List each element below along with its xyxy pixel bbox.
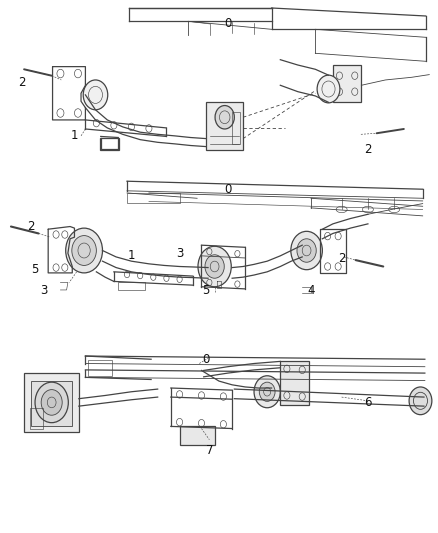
Text: 0: 0 xyxy=(224,183,231,196)
Text: 0: 0 xyxy=(224,18,231,30)
Text: 5: 5 xyxy=(202,284,209,297)
Text: 2: 2 xyxy=(364,143,372,156)
Circle shape xyxy=(409,387,432,415)
Bar xyxy=(127,193,180,203)
Circle shape xyxy=(291,231,322,270)
Bar xyxy=(280,361,309,405)
Circle shape xyxy=(72,236,96,265)
Circle shape xyxy=(215,106,234,129)
Bar xyxy=(88,360,112,376)
Circle shape xyxy=(35,382,68,423)
Text: 5: 5 xyxy=(32,263,39,276)
Bar xyxy=(30,408,43,429)
Circle shape xyxy=(41,390,62,415)
Text: 7: 7 xyxy=(206,444,214,457)
Text: 1: 1 xyxy=(71,130,78,142)
Bar xyxy=(100,138,119,150)
Circle shape xyxy=(254,376,280,408)
Circle shape xyxy=(83,80,108,110)
Text: 3: 3 xyxy=(176,247,183,260)
Bar xyxy=(24,373,79,432)
Text: 2: 2 xyxy=(27,220,35,233)
Circle shape xyxy=(198,246,231,287)
Text: 2: 2 xyxy=(338,252,346,265)
Bar xyxy=(333,65,361,102)
Text: 3: 3 xyxy=(40,284,47,297)
Bar xyxy=(206,102,243,150)
Circle shape xyxy=(259,382,275,401)
Circle shape xyxy=(297,239,316,262)
Text: 0: 0 xyxy=(202,353,209,366)
Text: 1: 1 xyxy=(127,249,135,262)
Text: 2: 2 xyxy=(18,76,26,89)
Circle shape xyxy=(317,75,340,103)
Circle shape xyxy=(205,255,224,278)
Bar xyxy=(31,381,72,426)
Text: 4: 4 xyxy=(307,284,315,297)
Text: 6: 6 xyxy=(364,396,372,409)
Bar xyxy=(180,426,215,445)
Bar xyxy=(118,282,145,290)
Circle shape xyxy=(66,228,102,273)
Bar xyxy=(232,112,240,144)
